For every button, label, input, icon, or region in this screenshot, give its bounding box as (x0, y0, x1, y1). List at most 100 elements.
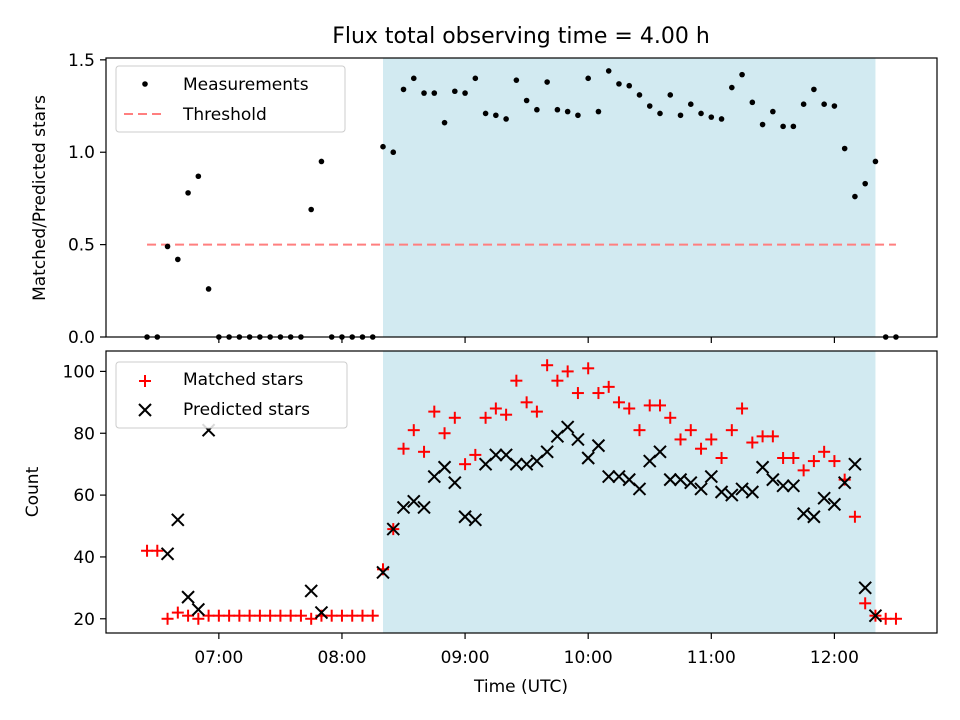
measurement-point (852, 193, 858, 200)
predicted-star-point (314, 605, 329, 620)
measurement-point (472, 75, 479, 82)
predicted-star-stroke (407, 494, 421, 508)
matched-star-point (530, 405, 543, 418)
x-tick-label: 11:00 (687, 648, 736, 668)
matched-star-point (541, 359, 554, 372)
predicted-star-stroke (314, 605, 329, 620)
predicted-star-stroke (171, 513, 185, 527)
predicted-star-stroke (786, 479, 801, 493)
matched-star-point (736, 402, 749, 415)
matched-star-point (715, 451, 728, 464)
x-tick-label: 08:00 (317, 648, 366, 668)
predicted-star-stroke (622, 472, 636, 487)
measurement-point (605, 68, 612, 74)
matched-star-point (500, 408, 513, 421)
matched-star-point (561, 365, 574, 378)
predicted-star-stroke (509, 457, 524, 471)
bottom-y-tick-label: 40 (73, 548, 95, 568)
predicted-star-point (868, 608, 883, 623)
predicted-star-stroke (694, 482, 708, 496)
predicted-star-stroke (499, 448, 513, 462)
predicted-star-stroke (540, 445, 554, 459)
matched-star-point (202, 609, 215, 622)
predicted-star-point (653, 445, 667, 459)
predicted-star-point (673, 472, 688, 487)
predicted-star-stroke (560, 420, 575, 434)
matched-star-point (459, 458, 472, 471)
measurement-point (831, 103, 838, 109)
predicted-star-stroke (776, 479, 790, 493)
predicted-star-stroke (766, 472, 780, 487)
legend-measurements-label: Measurements (183, 75, 309, 95)
predicted-star-stroke (827, 497, 842, 512)
matched-star-point (356, 609, 369, 622)
matched-star-point (284, 609, 297, 622)
predicted-star-stroke (448, 476, 462, 490)
x-tick-label: 09:00 (441, 648, 490, 668)
predicted-star-point (786, 479, 801, 493)
predicted-star-stroke (817, 491, 831, 505)
predicted-star-stroke (591, 438, 606, 453)
predicted-star-point (745, 485, 760, 499)
predicted-star-point (612, 469, 626, 484)
measurement-point (185, 190, 191, 196)
predicted-star-point (858, 581, 872, 595)
matched-star-point (233, 609, 246, 622)
predicted-star-stroke (858, 581, 872, 595)
matched-star-point (510, 374, 523, 387)
predicted-star-stroke (848, 457, 862, 471)
chart-title: Flux total observing time = 4.00 h (332, 24, 710, 49)
matched-star-point (797, 464, 810, 477)
measurement-point (513, 77, 520, 83)
top-points (144, 68, 899, 340)
matched-star-point (654, 399, 666, 412)
predicted-star-point (519, 457, 534, 471)
bottom-x-ticks: 07:00 08:00 09:00 10:00 11:00 12:00 (194, 633, 859, 668)
predicted-star-stroke (837, 476, 852, 490)
measurement-point (503, 116, 509, 122)
measurement-point (523, 97, 530, 104)
matched-star-point (366, 609, 379, 622)
matched-star-point (828, 455, 841, 468)
predicted-star-point (714, 485, 729, 499)
top-shaded-interval (383, 58, 876, 337)
predicted-star-stroke (632, 482, 647, 496)
predicted-star-point (684, 476, 698, 490)
bottom-shaded-interval (383, 351, 876, 633)
legend-measurements-marker (142, 81, 148, 87)
matched-star-point (448, 411, 461, 424)
measurement-point (380, 143, 386, 150)
matched-star-point (633, 424, 646, 437)
measurement-point (564, 108, 571, 115)
matched-star-point (141, 544, 154, 557)
measurement-point (800, 101, 807, 107)
measurement-point (811, 86, 817, 93)
measurement-point (749, 99, 756, 106)
measurement-point (698, 110, 704, 117)
predicted-star-point (571, 432, 585, 447)
measurement-point (493, 112, 499, 119)
matched-star-point (520, 396, 533, 409)
matched-star-point (171, 606, 184, 619)
predicted-star-stroke (684, 476, 698, 490)
predicted-star-stroke (725, 488, 739, 502)
predicted-star-point (848, 457, 862, 471)
predicted-star-point (171, 513, 185, 527)
predicted-star-point (191, 602, 206, 617)
top-y-tick-label: 1.5 (68, 51, 95, 71)
predicted-star-point (817, 491, 831, 505)
bottom-points (141, 359, 902, 625)
predicted-star-point (694, 482, 708, 496)
measurement-point (400, 86, 407, 93)
measurement-point (790, 123, 797, 130)
predicted-star-point (304, 584, 318, 598)
predicted-star-point (591, 438, 606, 453)
matched-star-point (294, 609, 307, 622)
matched-star-point (253, 609, 266, 622)
x-tick-label: 07:00 (194, 648, 243, 668)
matched-star-point (469, 448, 482, 461)
predicted-star-point (376, 565, 390, 580)
matched-star-point (684, 424, 697, 437)
predicted-star-point (509, 457, 524, 471)
